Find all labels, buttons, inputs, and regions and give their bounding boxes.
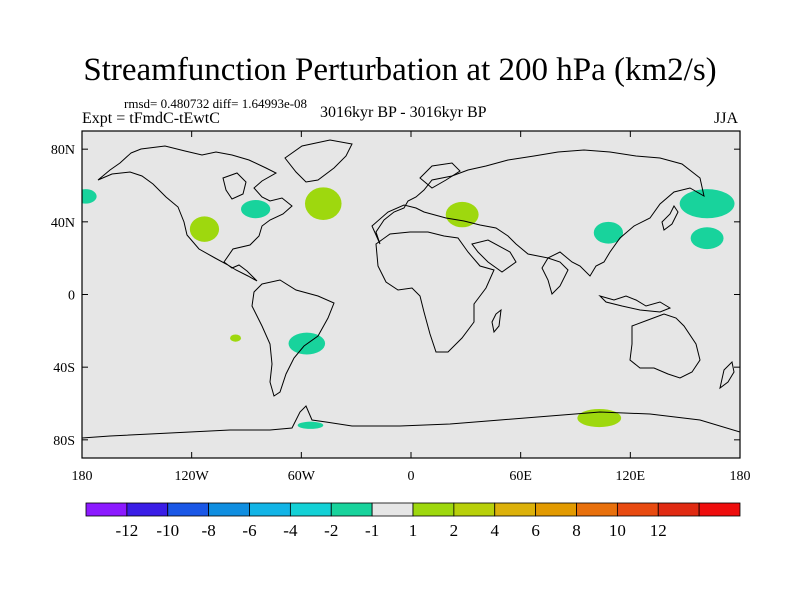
colorbar-label: 8 [572,521,581,540]
colorbar-label: 6 [531,521,540,540]
coastline-hudson-bay [222,172,247,200]
colorbar-label: 4 [491,521,500,540]
x-tick-label: 120W [175,469,210,484]
colorbar-swatch [657,502,700,517]
anomaly-western-us-positive [189,216,220,242]
experiment-label: Expt = tFmdC-tEwtC [82,110,220,127]
x-tick-label: 60E [509,469,532,484]
colorbar-swatch [371,502,414,517]
x-tick-label: 180 [730,469,751,484]
coastline-new-zealand [719,360,735,390]
colorbar-swatch [698,502,741,517]
y-tick-label: 0 [68,289,75,304]
coastline-australia [629,313,701,379]
colorbar-swatch [249,502,291,517]
colorbar-label: 12 [650,521,667,540]
y-tick-label: 80N [51,143,75,158]
colorbar-swatch [494,502,537,517]
y-axis-ticks: 80N 40N 0 40S 80S [51,143,740,449]
y-tick-label: 40S [53,361,75,376]
colorbar-label: -10 [156,521,179,540]
anomaly-great-lakes-negative [241,200,271,219]
anomaly-antarctic-peninsula-negative [297,421,324,429]
colorbar-label: -8 [202,521,216,540]
colorbar-swatch [412,502,455,517]
coastline-india [541,257,569,295]
rmsd-diff-stats: rmsd= 0.480732 diff= 1.64993e-08 [124,96,308,111]
colorbar-swatch [453,502,496,517]
colorbar-swatch [535,502,577,517]
colorbar-swatch [616,502,659,517]
colorbar-swatch [289,502,332,517]
colorbar-swatch [576,502,618,517]
anomaly-black-sea-positive [445,201,479,228]
x-tick-label: 60W [288,469,316,484]
coastlines [82,139,740,439]
coastline-southeast-asia-islands [598,294,672,313]
anomaly-contours [82,187,735,429]
colorbar-swatch [85,502,128,517]
y-tick-label: 80S [53,434,75,449]
anomaly-central-asia-negative [593,221,624,244]
x-tick-label: 0 [408,469,415,484]
colorbar-swatch [330,502,373,517]
chart-title: Streamfunction Perturbation at 200 hPa (… [83,52,717,88]
colorbar: -12 -10 -8 -6 -4 -2 -1 1 2 4 6 8 10 12 [85,502,741,540]
coastline-africa [375,231,495,353]
coastline-madagascar [491,308,502,334]
coastline-japan [661,205,679,231]
coastline-south-america [251,279,335,397]
coastline-arabia [471,239,517,273]
coastline-eurasia [371,149,705,277]
anomaly-east-antarctica-positive [577,408,622,428]
season-label: JJA [714,110,739,127]
coastline-scandinavia [419,162,461,189]
anomaly-northwest-pacific-negative [679,189,735,219]
coastline-greenland [284,139,353,183]
colorbar-swatch [208,502,250,517]
colorbar-label: 2 [450,521,459,540]
colorbar-swatch [167,502,210,517]
anomaly-japan-east-negative [690,227,724,250]
colorbar-label: -6 [242,521,256,540]
colorbar-swatch [126,502,169,517]
colorbar-label: 10 [609,521,626,540]
anomaly-north-pacific-west-negative [82,189,97,204]
colorbar-label: -1 [365,521,379,540]
colorbar-label: -12 [116,521,139,540]
y-tick-label: 40N [51,216,75,231]
colorbar-label: 1 [409,521,418,540]
colorbar-label: -4 [283,521,298,540]
anomaly-north-atlantic-positive [304,187,342,221]
colorbar-label: -2 [324,521,338,540]
period-label: 3016kyr BP - 3016kyr BP [320,104,487,121]
x-tick-label: 120E [616,469,646,484]
anomaly-southeast-pacific-positive [230,334,242,342]
x-axis-ticks: 180 120W 60W 0 60E 120E 180 [72,131,751,484]
coastline-antarctica [82,405,740,439]
map-background [82,131,740,458]
x-tick-label: 180 [72,469,93,484]
coastline-north-america [97,145,293,282]
